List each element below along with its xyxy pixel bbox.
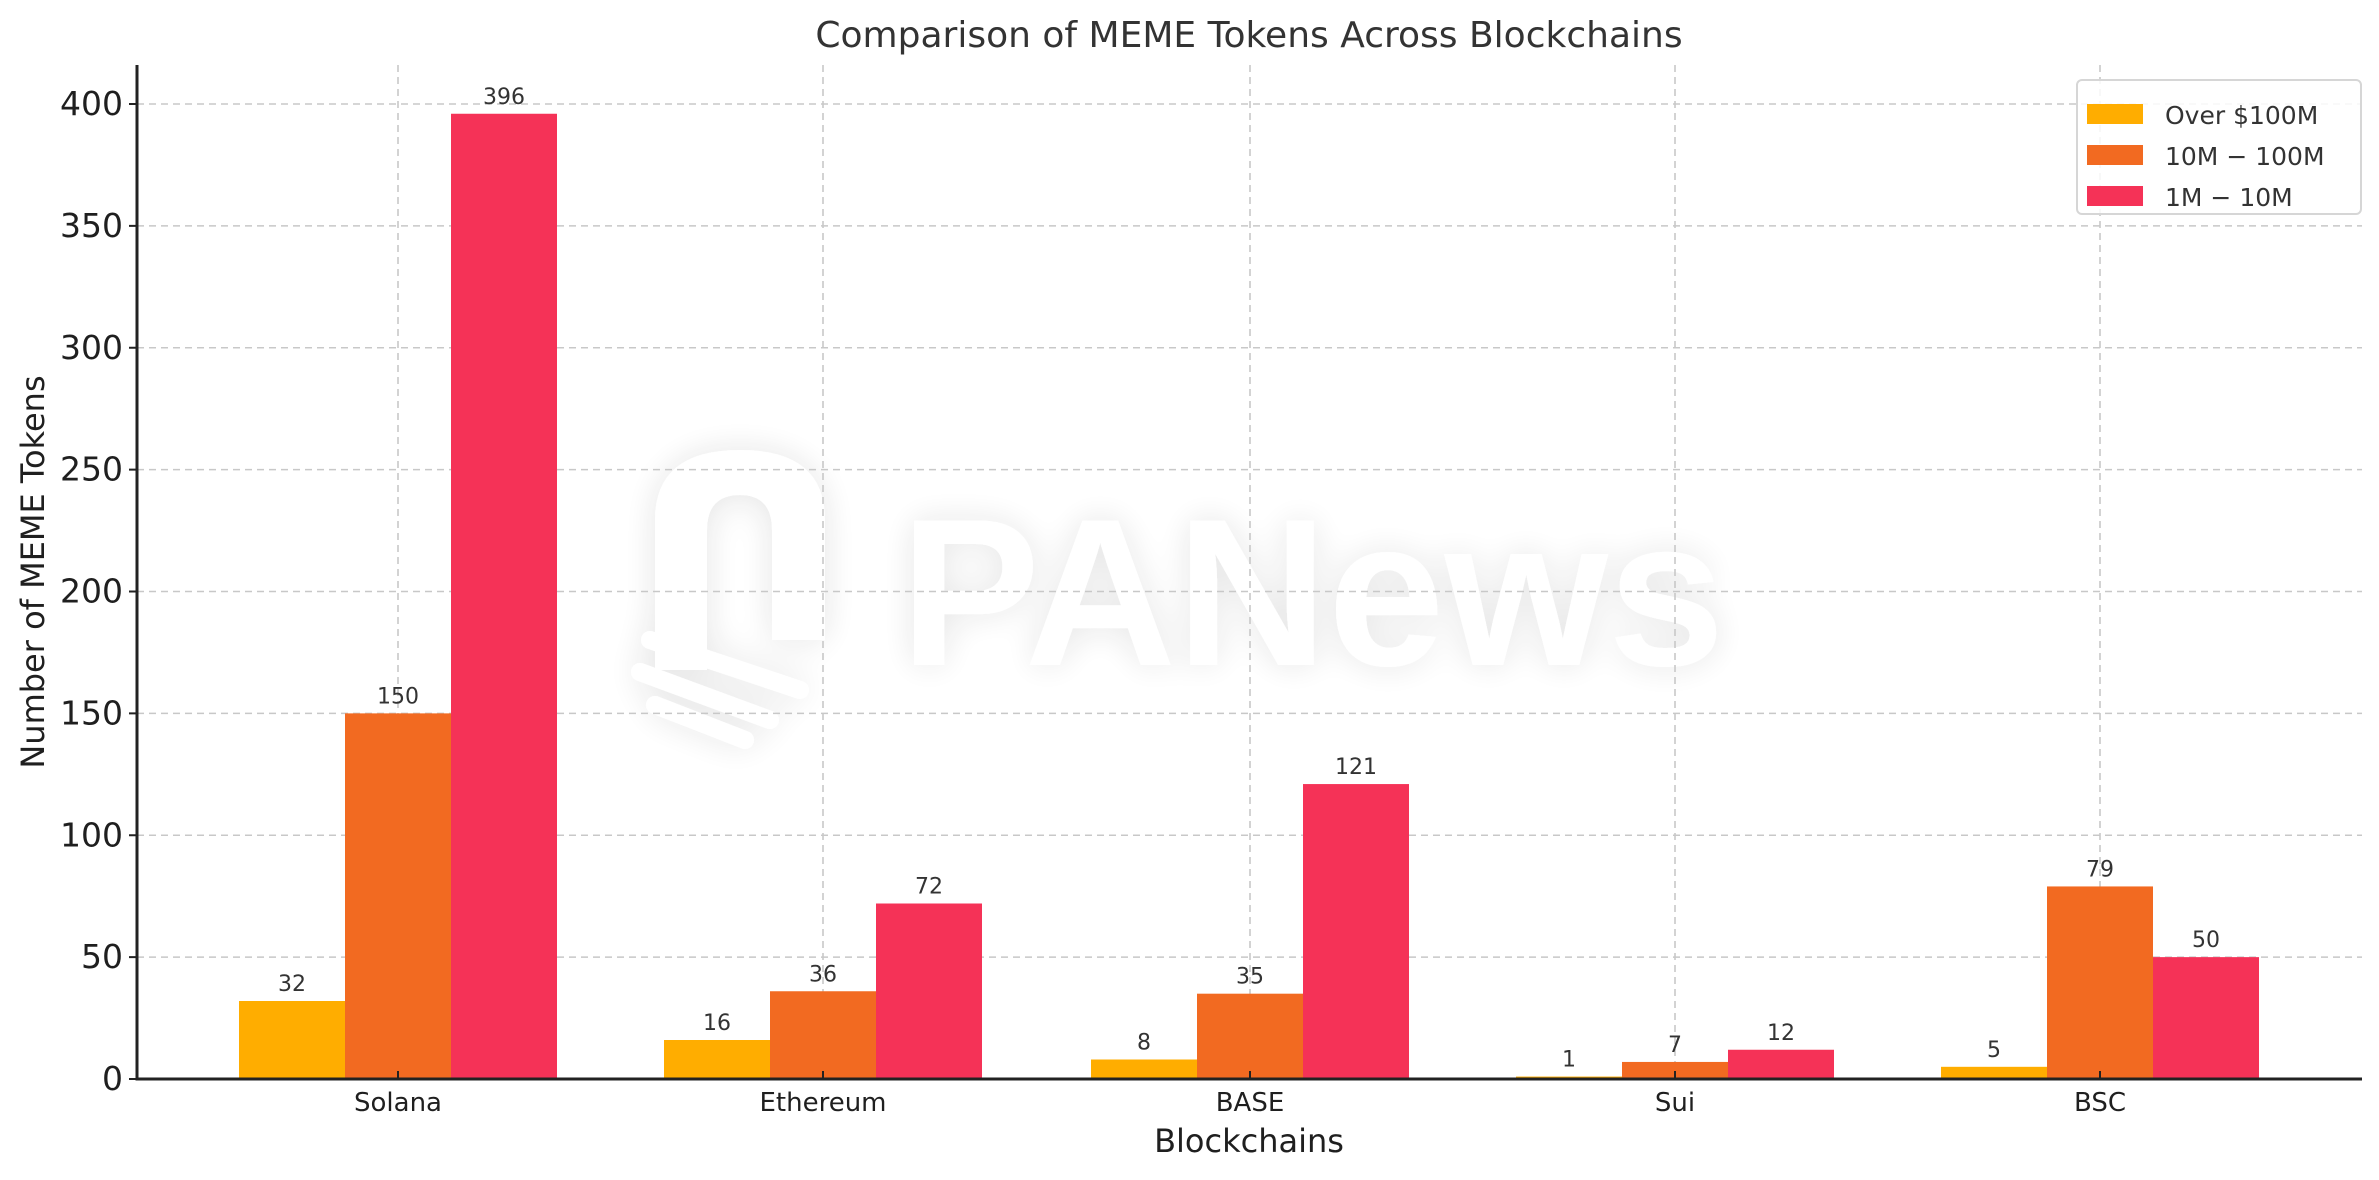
bar: [1091, 1059, 1197, 1079]
y-tick-label: 200: [60, 572, 123, 611]
bar: [239, 1001, 345, 1079]
legend-swatch: [2087, 186, 2143, 206]
bar-value-label: 35: [1236, 965, 1264, 990]
y-axis-ticks: 0 50 100 150 200 250 300 350 400: [60, 84, 137, 1098]
legend-swatch: [2087, 104, 2143, 124]
legend-item: 10M − 100M: [2087, 142, 2325, 171]
bar: [664, 1040, 770, 1079]
legend-item: Over $100M: [2087, 101, 2318, 130]
legend-swatch: [2087, 145, 2143, 165]
bar-value-label: 16: [703, 1011, 731, 1036]
panews-watermark: PANews: [631, 450, 1725, 749]
bar: [1197, 993, 1303, 1079]
x-tick-label: BSC: [2074, 1088, 2126, 1118]
legend-box: [2076, 79, 2362, 215]
x-axis-ticks: Solana Ethereum BASE Sui BSC: [354, 1071, 2126, 1118]
bar: [451, 113, 557, 1079]
bar: [770, 991, 876, 1079]
y-tick-label: 250: [60, 450, 123, 489]
bar: [345, 713, 451, 1079]
y-tick-label: 300: [60, 328, 123, 367]
y-tick-label: 50: [81, 937, 123, 976]
bar-value-label: 8: [1137, 1031, 1151, 1056]
watermark-text: PANews: [900, 475, 1725, 710]
bar-value-label: 12: [1767, 1021, 1795, 1046]
legend: Over $100M 10M − 100M 1M − 10M: [2076, 79, 2362, 215]
grid-lines: [137, 65, 2362, 1079]
bar-value-label: 396: [483, 85, 525, 110]
bar-value-label: 32: [278, 972, 306, 997]
bar-value-labels: 32 150 396 16 36 72 8 35 121 1 7 12 5 79 50: [278, 85, 2220, 1073]
bar-value-label: 79: [2086, 857, 2114, 882]
bar-value-label: 5: [1987, 1038, 2001, 1063]
logo-icon: [655, 450, 825, 670]
y-axis-label: Number of MEME Tokens: [14, 375, 52, 768]
bar-value-label: 50: [2192, 928, 2220, 953]
bar: [876, 903, 982, 1079]
bar-value-label: 150: [377, 684, 419, 709]
bar-value-label: 1: [1562, 1048, 1576, 1073]
legend-label: 10M − 100M: [2165, 142, 2325, 171]
bar-value-label: 72: [915, 875, 943, 900]
legend-item: 1M − 10M: [2087, 183, 2293, 212]
bar: [2153, 957, 2259, 1079]
x-tick-label: BASE: [1216, 1088, 1285, 1118]
y-tick-label: 350: [60, 206, 123, 245]
x-tick-label: Ethereum: [759, 1088, 886, 1118]
bar-value-label: 36: [809, 962, 837, 987]
bar: [2047, 886, 2153, 1079]
x-tick-label: Solana: [354, 1088, 442, 1118]
y-tick-label: 400: [60, 84, 123, 123]
bar: [1728, 1049, 1834, 1079]
bar-value-label: 7: [1668, 1033, 1682, 1058]
bars: [239, 113, 2259, 1079]
y-tick-label: 0: [102, 1059, 123, 1098]
x-axis-label: Blockchains: [1154, 1122, 1344, 1160]
bar: [1941, 1066, 2047, 1079]
axes: [135, 65, 2362, 1081]
legend-label: Over $100M: [2165, 101, 2318, 130]
y-tick-label: 150: [60, 693, 123, 732]
chart-title: Comparison of MEME Tokens Across Blockch…: [815, 15, 1682, 56]
bar: [1622, 1061, 1728, 1079]
x-tick-label: Sui: [1655, 1088, 1695, 1118]
legend-label: 1M − 10M: [2165, 183, 2293, 212]
bar-value-label: 121: [1335, 755, 1377, 780]
bar: [1303, 784, 1409, 1079]
y-tick-label: 100: [60, 815, 123, 854]
